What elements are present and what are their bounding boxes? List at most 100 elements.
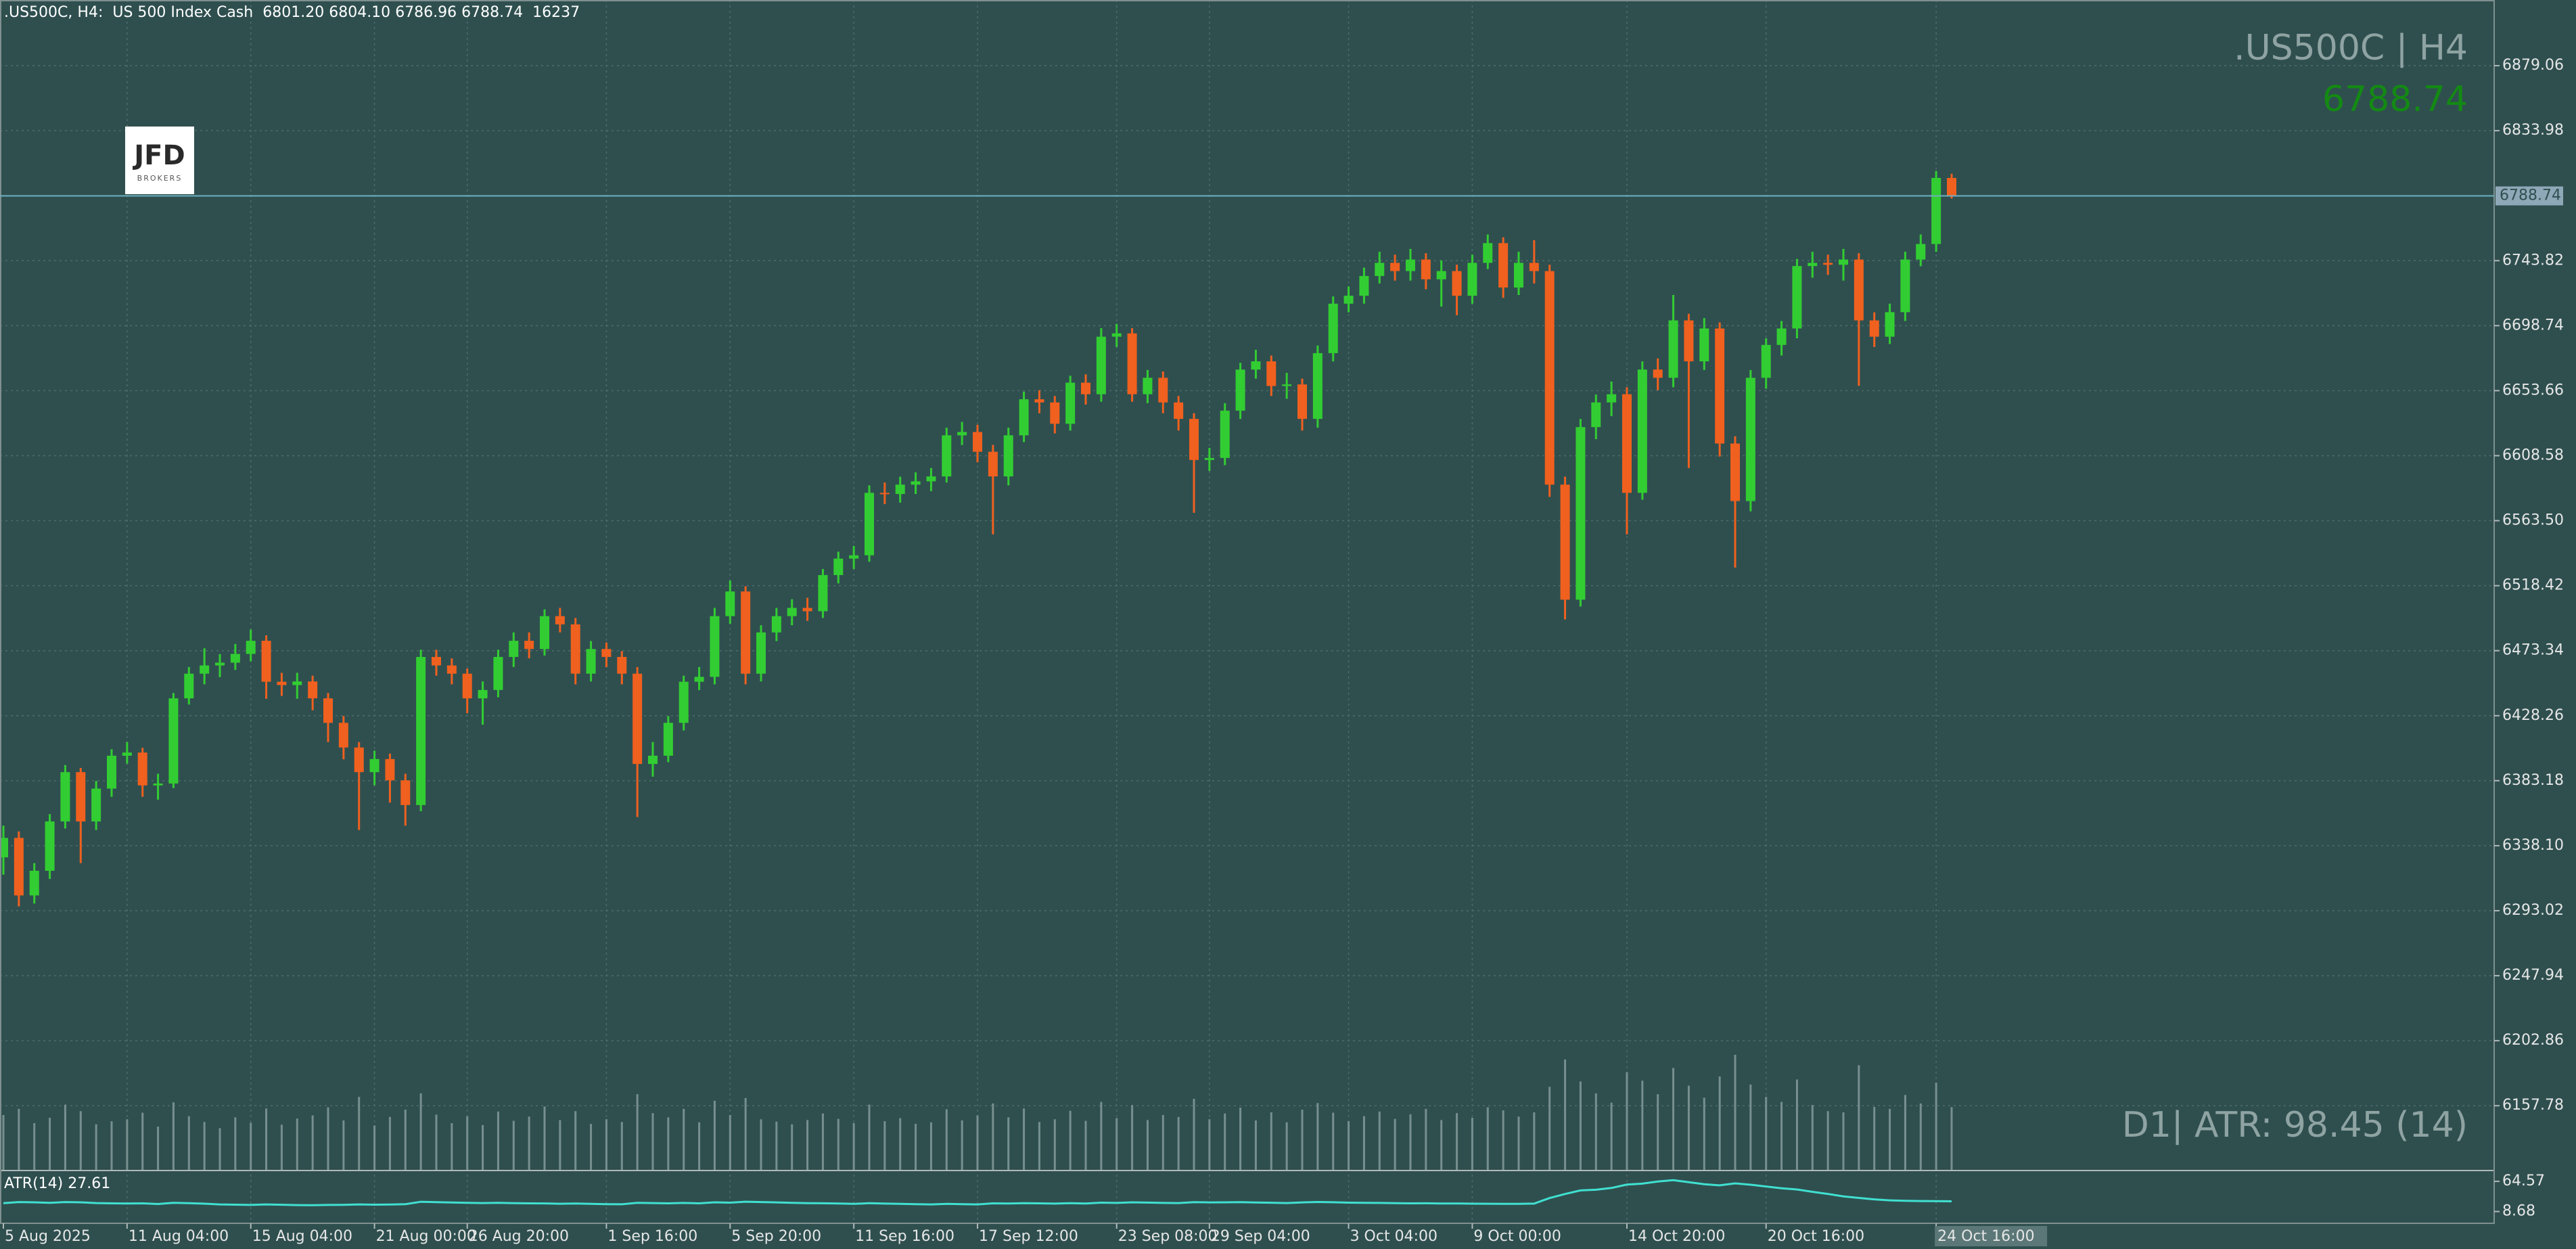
volume-bar <box>1254 1120 1257 1170</box>
volume-bar <box>1348 1121 1350 1170</box>
volume-bar <box>327 1107 329 1170</box>
volume-bar <box>636 1094 639 1170</box>
candle-body <box>1050 402 1060 424</box>
volume-bar <box>837 1118 840 1170</box>
volume-bar <box>1394 1118 1396 1170</box>
volume-bar <box>1548 1087 1551 1170</box>
x-tick-label: 29 Sep 04:00 <box>1211 1228 1310 1245</box>
candle-body <box>1390 263 1400 271</box>
volume-bar <box>1084 1120 1087 1170</box>
volume-bar <box>1687 1085 1690 1170</box>
x-tick-label: 3 Oct 04:00 <box>1350 1228 1438 1245</box>
volume-bar <box>110 1121 113 1170</box>
volume-bar <box>821 1113 824 1170</box>
candle-body <box>323 698 333 723</box>
volume-bar <box>1023 1108 1026 1170</box>
volume-bar <box>806 1120 809 1170</box>
candle-body <box>400 780 411 805</box>
candle-body <box>1436 271 1446 279</box>
header-volume: 16237 <box>532 4 580 21</box>
candle-body <box>678 681 689 723</box>
candle-body <box>586 649 596 674</box>
candle-body <box>1158 378 1168 403</box>
x-tick-label: 9 Oct 00:00 <box>1473 1228 1561 1245</box>
volume-bar <box>1919 1103 1922 1170</box>
volume-bar <box>2 1114 5 1170</box>
header-high: 6804.10 <box>329 4 390 21</box>
volume-bar <box>482 1125 484 1170</box>
y-tick-label: 6157.78 <box>2502 1097 2564 1114</box>
candle-body <box>926 476 936 482</box>
x-tick-label: 11 Aug 04:00 <box>129 1228 229 1245</box>
volume-bar <box>250 1122 252 1170</box>
volume-bar <box>1409 1114 1412 1170</box>
candle-body <box>1406 259 1415 271</box>
x-tick-label: 23 Sep 08:00 <box>1118 1228 1218 1245</box>
volume-bar <box>1811 1105 1814 1170</box>
candle-body <box>879 493 890 495</box>
candle-body <box>818 574 828 612</box>
candle-body <box>1096 336 1106 394</box>
candle-body <box>137 752 147 786</box>
candle-body <box>385 758 395 781</box>
candle-body <box>555 616 565 624</box>
volume-bar <box>1053 1119 1056 1170</box>
x-tick-label: 20 Oct 16:00 <box>1768 1228 1864 1245</box>
y-tick-label: 6473.34 <box>2502 642 2564 659</box>
candle-body <box>107 755 116 789</box>
candle-body <box>756 632 766 674</box>
volume-bar <box>280 1125 283 1170</box>
volume-bar <box>187 1116 190 1170</box>
candle-body <box>1591 402 1601 428</box>
volume-bar <box>620 1122 623 1170</box>
candle-body <box>1266 361 1276 386</box>
y-tick-label: 6383.18 <box>2502 772 2564 789</box>
volume-bar <box>1533 1112 1536 1170</box>
volume-bar <box>265 1108 268 1170</box>
candle-body <box>1204 457 1214 460</box>
volume-bar <box>466 1116 469 1170</box>
volume-bar <box>713 1100 716 1170</box>
candle-body <box>570 624 580 674</box>
watermark: .US500C | H4 <box>2234 28 2468 68</box>
volume-bar <box>1889 1108 1891 1170</box>
volume-bar <box>1471 1117 1473 1170</box>
volume-bar <box>1177 1116 1180 1170</box>
volume-bar <box>1007 1117 1010 1170</box>
volume-bar <box>1316 1103 1319 1170</box>
y-tick-label: 6338.10 <box>2502 837 2564 854</box>
candle-body <box>1653 369 1663 378</box>
volume-bar <box>388 1116 391 1170</box>
volume-bar <box>1904 1095 1906 1170</box>
volume-bar <box>729 1114 731 1170</box>
candle-body <box>1607 394 1617 403</box>
candle-body <box>632 673 643 765</box>
y-tick-label: 6247.94 <box>2502 967 2564 984</box>
volume-bar <box>18 1108 20 1170</box>
volume-bar <box>1610 1102 1613 1170</box>
volume-bar <box>976 1115 979 1170</box>
candle-body <box>1715 328 1725 444</box>
volume-bar <box>157 1127 160 1170</box>
volume-bar <box>1657 1094 1659 1170</box>
volume-bar <box>791 1124 794 1170</box>
volume-bar <box>311 1115 314 1170</box>
candle-body <box>1297 384 1307 419</box>
candle-body <box>1127 333 1137 394</box>
candle-body <box>1111 333 1122 337</box>
volume-bar <box>590 1124 593 1170</box>
candle-body <box>1730 443 1740 501</box>
x-tick-label: 11 Sep 16:00 <box>855 1228 954 1245</box>
volume-bar <box>1564 1059 1567 1170</box>
candle-body <box>1359 275 1369 296</box>
y-tick-label: 6518.42 <box>2502 577 2564 594</box>
candle-body <box>1251 361 1261 370</box>
candle-body <box>1854 259 1864 321</box>
candle-body <box>1343 296 1354 304</box>
candle-body <box>1143 378 1153 394</box>
candle-body <box>1745 378 1755 501</box>
header-close: 6788.74 <box>461 4 523 21</box>
bid-label: 6788.74 <box>2500 187 2561 204</box>
chart-header: .US500C, H4: US 500 Index Cash 6801.20 6… <box>4 4 580 21</box>
volume-bar <box>1594 1093 1597 1170</box>
